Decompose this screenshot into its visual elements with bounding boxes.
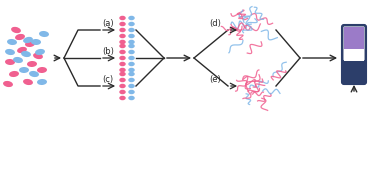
Ellipse shape bbox=[119, 28, 126, 32]
Ellipse shape bbox=[119, 22, 126, 26]
Ellipse shape bbox=[119, 84, 126, 88]
Ellipse shape bbox=[31, 39, 41, 45]
Ellipse shape bbox=[27, 61, 37, 67]
Ellipse shape bbox=[19, 67, 29, 73]
Ellipse shape bbox=[33, 53, 43, 59]
Ellipse shape bbox=[119, 16, 126, 20]
Ellipse shape bbox=[128, 84, 135, 88]
Ellipse shape bbox=[35, 49, 45, 55]
Ellipse shape bbox=[128, 56, 135, 60]
Ellipse shape bbox=[21, 51, 31, 57]
Ellipse shape bbox=[23, 79, 33, 85]
Ellipse shape bbox=[119, 34, 126, 38]
Text: (a): (a) bbox=[102, 19, 114, 28]
Ellipse shape bbox=[119, 62, 126, 66]
Text: (b): (b) bbox=[102, 47, 114, 56]
Ellipse shape bbox=[119, 56, 126, 60]
Ellipse shape bbox=[128, 72, 135, 76]
Ellipse shape bbox=[128, 40, 135, 44]
Ellipse shape bbox=[119, 40, 126, 44]
Ellipse shape bbox=[5, 59, 15, 65]
Ellipse shape bbox=[7, 39, 17, 45]
Ellipse shape bbox=[17, 47, 27, 53]
Ellipse shape bbox=[128, 68, 135, 72]
Ellipse shape bbox=[119, 72, 126, 76]
Ellipse shape bbox=[15, 34, 25, 40]
Ellipse shape bbox=[128, 28, 135, 32]
Bar bbox=[344, 27, 364, 49]
Ellipse shape bbox=[128, 16, 135, 20]
Ellipse shape bbox=[5, 49, 15, 55]
Ellipse shape bbox=[13, 57, 23, 63]
Ellipse shape bbox=[119, 96, 126, 100]
Ellipse shape bbox=[128, 50, 135, 54]
Text: (e): (e) bbox=[209, 75, 221, 84]
Ellipse shape bbox=[23, 37, 33, 43]
Ellipse shape bbox=[128, 62, 135, 66]
Text: (d): (d) bbox=[209, 19, 221, 28]
Ellipse shape bbox=[128, 22, 135, 26]
Ellipse shape bbox=[119, 90, 126, 94]
Ellipse shape bbox=[128, 90, 135, 94]
Ellipse shape bbox=[3, 81, 13, 87]
Ellipse shape bbox=[128, 78, 135, 82]
FancyBboxPatch shape bbox=[343, 60, 365, 83]
Ellipse shape bbox=[119, 50, 126, 54]
Ellipse shape bbox=[37, 79, 47, 85]
Ellipse shape bbox=[11, 27, 21, 33]
Bar bbox=[344, 49, 364, 61]
Ellipse shape bbox=[128, 44, 135, 48]
Ellipse shape bbox=[128, 34, 135, 38]
Ellipse shape bbox=[25, 41, 35, 47]
Ellipse shape bbox=[29, 71, 39, 77]
Ellipse shape bbox=[119, 68, 126, 72]
Ellipse shape bbox=[37, 67, 47, 73]
Text: (c): (c) bbox=[102, 75, 113, 84]
Ellipse shape bbox=[39, 31, 49, 37]
Ellipse shape bbox=[9, 71, 19, 77]
Ellipse shape bbox=[119, 44, 126, 48]
Ellipse shape bbox=[128, 96, 135, 100]
Ellipse shape bbox=[119, 78, 126, 82]
